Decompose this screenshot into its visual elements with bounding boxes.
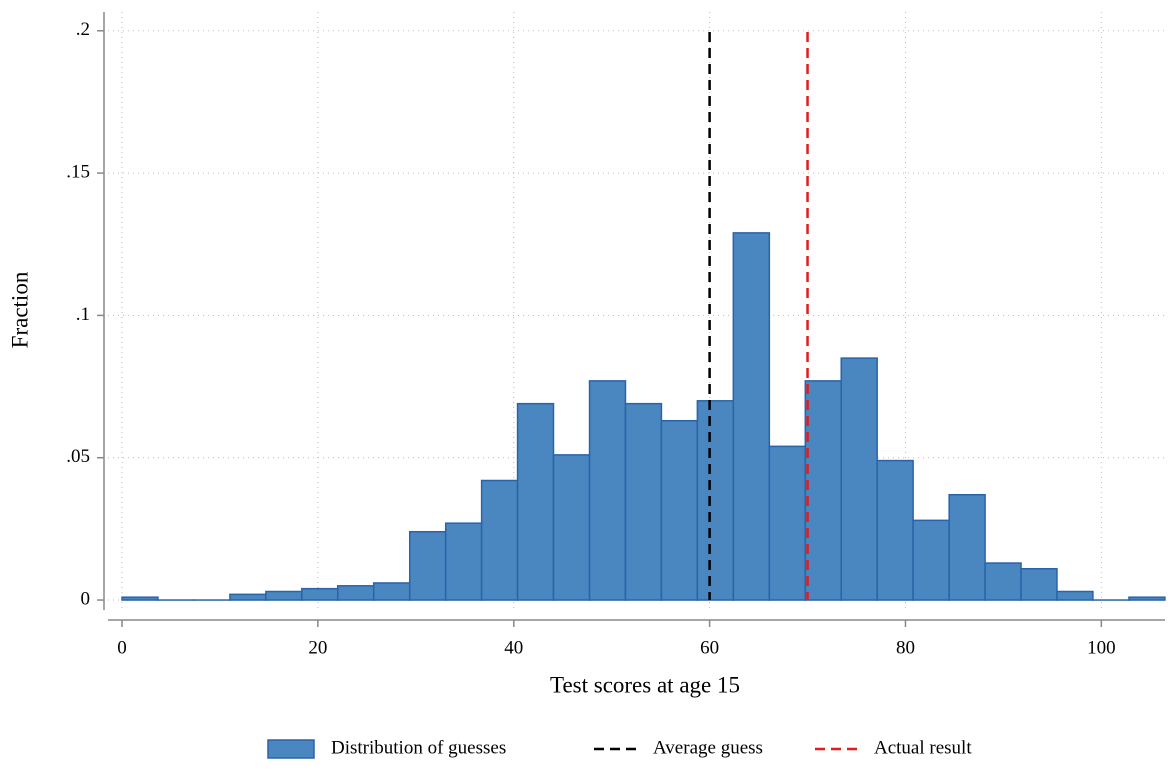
bar bbox=[229, 593, 267, 601]
bar bbox=[696, 400, 735, 601]
y-tick-label: .05 bbox=[66, 446, 90, 467]
x-tick-label: 0 bbox=[117, 637, 127, 658]
x-tick-label: 20 bbox=[308, 637, 327, 658]
bar bbox=[301, 587, 339, 601]
y-tick-label: 0 bbox=[81, 588, 91, 609]
bar bbox=[912, 519, 950, 601]
bar bbox=[408, 530, 447, 601]
bar bbox=[516, 402, 555, 601]
legend-label: Average guess bbox=[653, 737, 763, 758]
bar bbox=[624, 402, 663, 601]
bar bbox=[840, 357, 878, 601]
bar bbox=[1128, 596, 1166, 601]
bar bbox=[265, 590, 303, 601]
legend-swatch bbox=[267, 739, 315, 759]
bar bbox=[480, 479, 519, 601]
x-tick-label: 80 bbox=[896, 637, 915, 658]
bar bbox=[984, 562, 1022, 601]
bar bbox=[552, 454, 591, 601]
y-axis-label: Fraction bbox=[7, 271, 32, 348]
bar bbox=[804, 380, 842, 601]
legend-label: Actual result bbox=[874, 737, 972, 758]
bar bbox=[768, 445, 807, 601]
y-tick-label: .1 bbox=[76, 304, 90, 325]
bar bbox=[337, 585, 375, 601]
bar bbox=[660, 419, 699, 601]
bar bbox=[444, 522, 483, 601]
legend-label: Distribution of guesses bbox=[331, 737, 506, 758]
bar bbox=[876, 459, 914, 601]
bar bbox=[948, 493, 986, 601]
x-axis-label: Test scores at age 15 bbox=[550, 672, 740, 697]
bar bbox=[121, 596, 159, 601]
y-tick-label: .2 bbox=[76, 19, 90, 40]
bar bbox=[372, 582, 411, 601]
y-tick-label: .15 bbox=[66, 161, 90, 182]
x-tick-label: 40 bbox=[504, 637, 523, 658]
x-tick-label: 60 bbox=[700, 637, 719, 658]
bar bbox=[732, 232, 771, 601]
bar bbox=[1020, 567, 1058, 601]
bar bbox=[588, 380, 627, 601]
x-tick-label: 100 bbox=[1087, 637, 1116, 658]
bar bbox=[1056, 590, 1094, 601]
